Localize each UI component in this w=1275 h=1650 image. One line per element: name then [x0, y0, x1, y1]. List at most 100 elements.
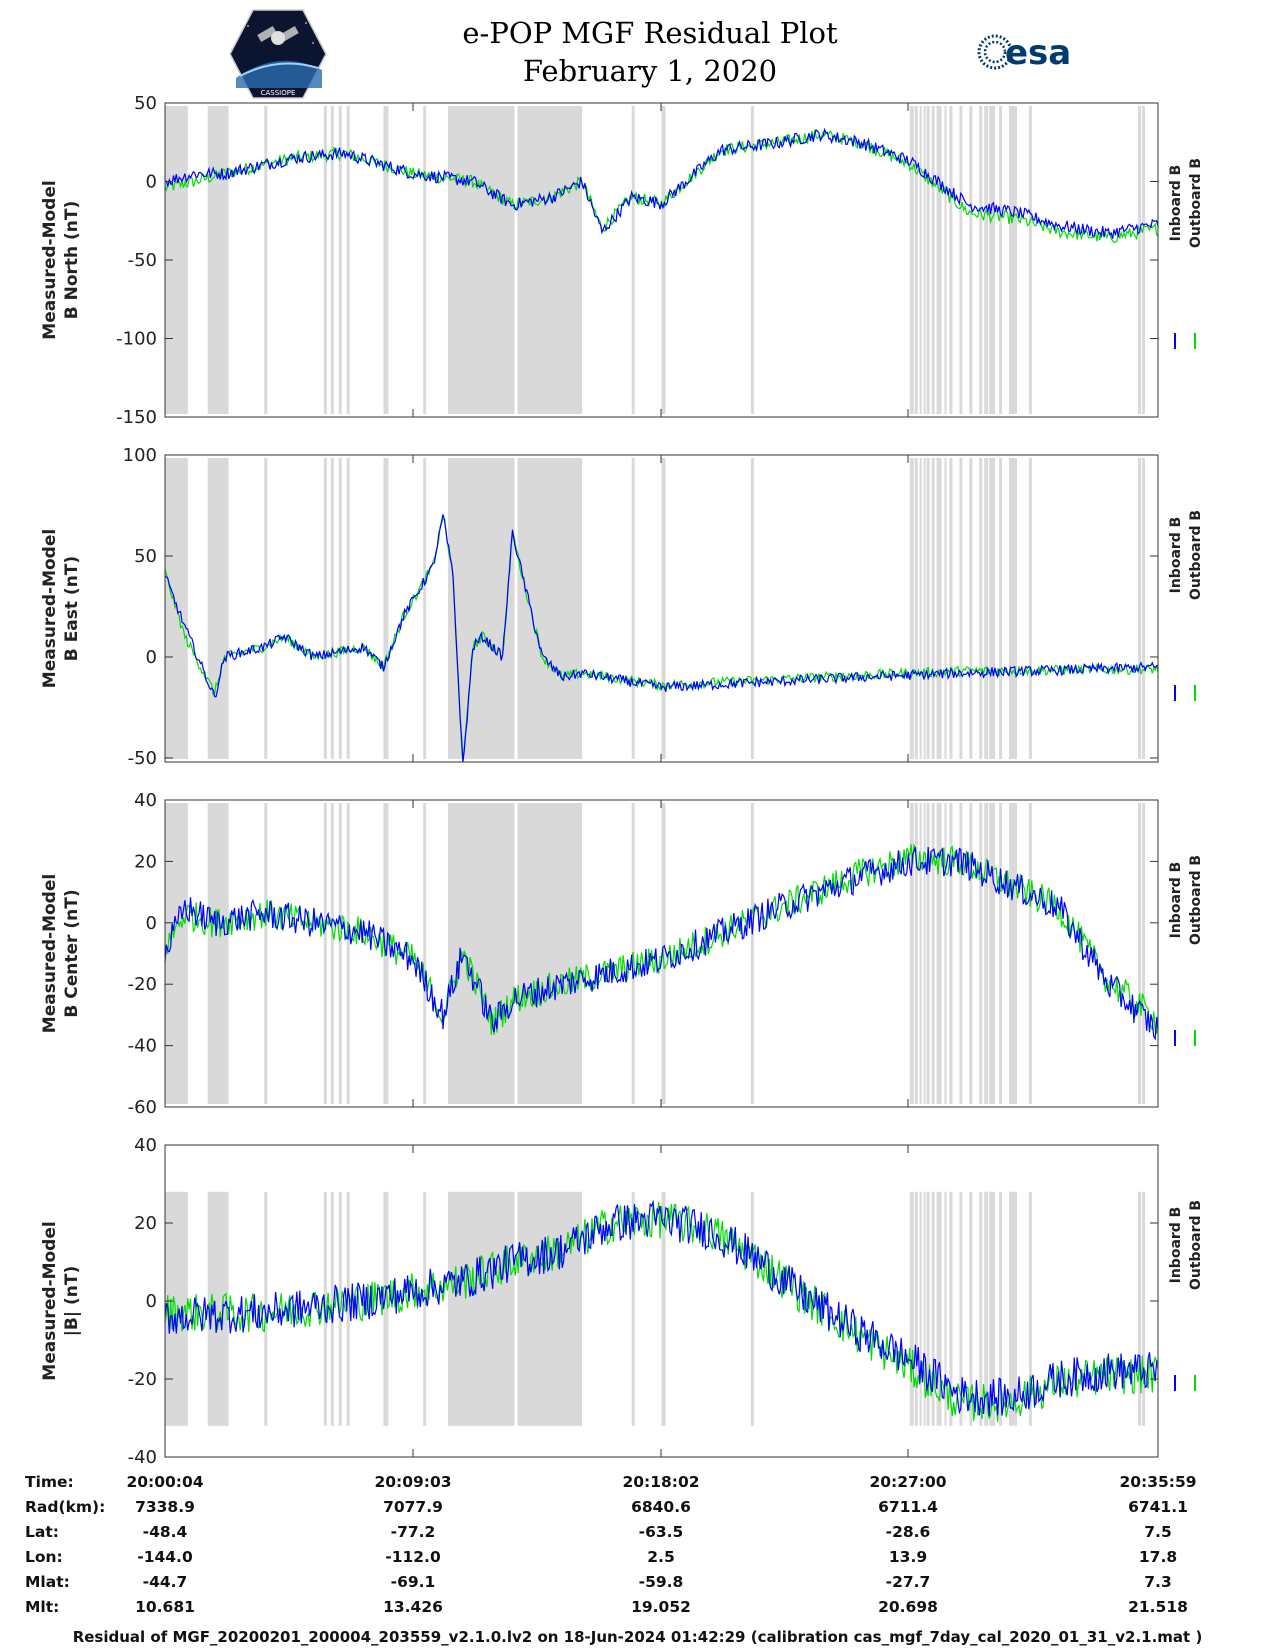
shaded-band: [750, 803, 754, 1104]
legend-label: Outboard B: [1188, 855, 1204, 945]
shaded-band: [1142, 803, 1146, 1104]
shaded-band: [750, 1191, 754, 1426]
shaded-band: [750, 458, 754, 759]
shaded-band: [989, 803, 996, 1104]
shaded-band: [936, 803, 939, 1104]
shaded-band: [661, 1191, 666, 1426]
shaded-band: [1142, 106, 1146, 414]
info-value: -27.7: [886, 1573, 931, 1591]
shaded-band: [959, 458, 963, 759]
footer-text: Residual of MGF_20200201_200004_203559_v…: [72, 1628, 1203, 1646]
info-row-label: Lat:: [25, 1523, 59, 1541]
info-value: 20:09:03: [374, 1473, 451, 1491]
info-row-label: Lon:: [25, 1548, 63, 1566]
info-value: -77.2: [391, 1523, 436, 1541]
y-tick-label: 100: [123, 445, 157, 466]
y-tick-label: -50: [128, 748, 157, 769]
y-tick-label: -20: [128, 974, 157, 995]
info-value: 13.9: [889, 1548, 927, 1566]
esa-logo: esa: [977, 33, 1071, 73]
shaded-band: [969, 803, 973, 1104]
shaded-band: [979, 1191, 983, 1426]
info-value: -63.5: [639, 1523, 684, 1541]
shaded-band: [923, 106, 926, 414]
orbit-info-table: Time: 20:00:04 20:09:03 20:18:02 20:27:00 20:…: [25, 1473, 1197, 1616]
info-value: -112.0: [385, 1548, 441, 1566]
shaded-band: [1138, 803, 1142, 1104]
shaded-band: [926, 803, 930, 1104]
shaded-band: [517, 1191, 583, 1426]
shaded-band: [1009, 1191, 1017, 1426]
shaded-band: [984, 458, 989, 759]
shaded-band: [979, 458, 983, 759]
shaded-band: [938, 803, 942, 1104]
shaded-band: [999, 1191, 1003, 1426]
shaded-band: [926, 1191, 930, 1426]
shaded-band: [330, 803, 334, 1104]
shaded-band: [631, 1191, 635, 1426]
inboard-b-series-line: [164, 1200, 1159, 1417]
shaded-band: [989, 1191, 996, 1426]
shaded-band: [1138, 1191, 1142, 1426]
inboard-b-series-line: [164, 514, 1159, 763]
shaded-band: [1028, 803, 1032, 1104]
y-tick-label: 50: [134, 93, 157, 114]
y-axis-label: Measured-Model: [40, 1221, 60, 1380]
shaded-band: [949, 458, 953, 759]
shaded-band: [264, 106, 268, 414]
legend-label: Inboard B: [1168, 165, 1184, 242]
shaded-band: [346, 458, 350, 759]
shaded-band: [207, 803, 229, 1104]
y-tick-label: -100: [116, 329, 157, 350]
shaded-band: [346, 803, 350, 1104]
shaded-band: [999, 803, 1003, 1104]
shaded-band: [264, 458, 268, 759]
shaded-band: [264, 1191, 268, 1426]
shaded-band: [999, 458, 1003, 759]
info-value: 20:18:02: [622, 1473, 699, 1491]
shaded-band: [1028, 458, 1032, 759]
shaded-band: [949, 803, 953, 1104]
legend-label: Outboard B: [1188, 1200, 1204, 1290]
y-tick-label: -50: [128, 250, 157, 271]
shaded-band: [938, 106, 942, 414]
shaded-band: [969, 106, 973, 414]
shaded-band: [330, 458, 334, 759]
y-tick-label: 40: [134, 790, 157, 811]
shaded-band: [264, 803, 268, 1104]
info-value: 20.698: [878, 1598, 938, 1616]
shaded-band: [323, 803, 327, 1104]
shaded-band: [936, 1191, 939, 1426]
shaded-band: [330, 1191, 334, 1426]
info-value: 20:00:04: [126, 1473, 203, 1491]
y-tick-label: 20: [134, 851, 157, 872]
shaded-band: [338, 106, 342, 414]
shaded-band: [949, 106, 953, 414]
y-tick-label: 0: [146, 1291, 157, 1312]
shaded-band: [1142, 458, 1146, 759]
info-value: -69.1: [391, 1573, 436, 1591]
shaded-band: [1138, 458, 1142, 759]
y-tick-label: 20: [134, 1213, 157, 1234]
y-tick-label: 40: [134, 1135, 157, 1156]
y-axis-label: Measured-Model: [40, 529, 60, 688]
shaded-band: [330, 106, 334, 414]
y-axis-label: Measured-Model: [40, 874, 60, 1033]
info-value: -48.4: [143, 1523, 188, 1541]
info-row-label: Mlat:: [25, 1573, 70, 1591]
info-value: 21.518: [1128, 1598, 1188, 1616]
y-tick-label: 0: [146, 172, 157, 193]
shaded-band: [517, 106, 583, 414]
info-value: 7077.9: [383, 1498, 443, 1516]
shaded-band: [1009, 458, 1017, 759]
shaded-band: [936, 458, 939, 759]
shaded-band: [979, 803, 983, 1104]
y-axis-label: B Center (nT): [62, 889, 82, 1017]
shaded-band: [207, 1191, 229, 1426]
panel-1: 50 0 -50 -100 -150 Measured-Model B North (nT)…: [40, 93, 1204, 428]
info-value: 6741.1: [1128, 1498, 1188, 1516]
shaded-band: [323, 106, 327, 414]
shaded-band: [517, 803, 583, 1104]
y-tick-label: -20: [128, 1369, 157, 1390]
